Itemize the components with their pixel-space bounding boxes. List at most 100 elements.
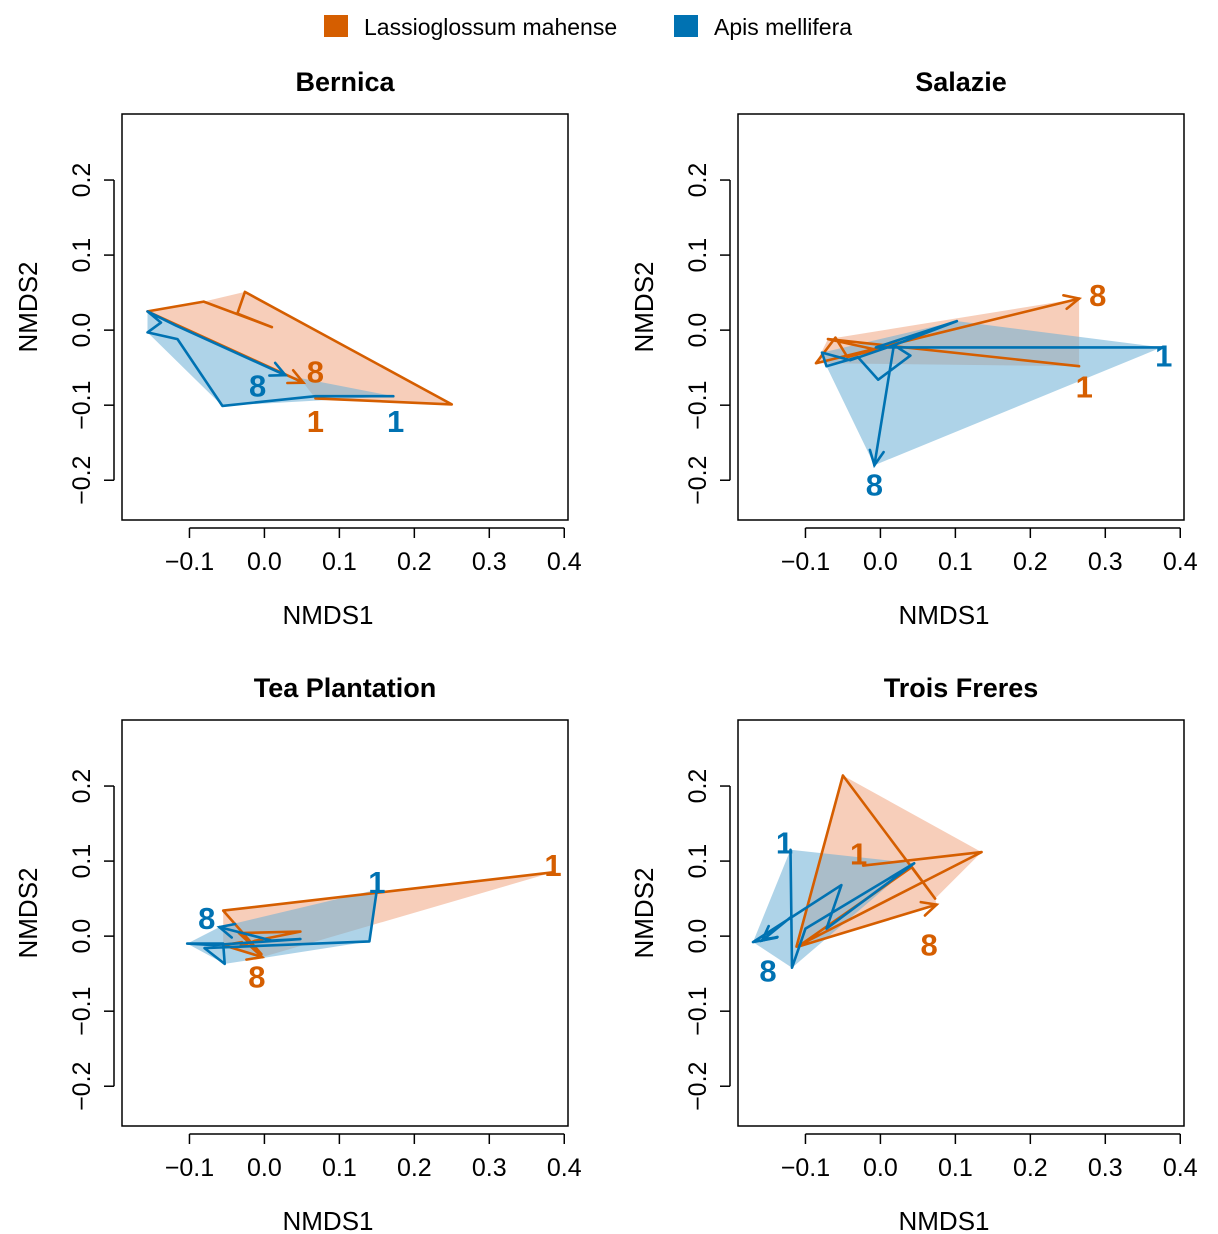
start-label-lassioglossum-trois-freres: 1 xyxy=(850,837,867,872)
y-tick-label: −0.1 xyxy=(68,986,96,1035)
plot-frame-salazie xyxy=(737,113,1185,521)
trajectory-lassioglossum-trois-freres xyxy=(795,774,983,948)
trajectory-lassioglossum-salazie xyxy=(814,297,1081,368)
x-tick-label: 0.1 xyxy=(938,1154,973,1182)
legend: Lassioglossum mahense Apis mellifera xyxy=(324,14,852,40)
x-tick-label: 0.1 xyxy=(322,1154,357,1182)
end-label-apis-bernica: 8 xyxy=(249,369,266,404)
x-tick-label: 0.4 xyxy=(547,548,582,576)
x-axis-label-tea-plantation: NMDS1 xyxy=(282,1206,373,1234)
y-tick-label: 0.1 xyxy=(684,844,712,879)
panel-tea-plantation: Tea Plantation 1 8 1 8 −0.1 0.0 0.1 0.2 0.3 0.4 NMD… xyxy=(13,673,582,1234)
legend-label-apis: Apis mellifera xyxy=(714,14,852,40)
end-label-lassioglossum-salazie: 8 xyxy=(1089,278,1106,313)
y-tick-label: −0.1 xyxy=(684,380,712,429)
x-tick-label: −0.1 xyxy=(781,1154,830,1182)
plot-frame-tea-plantation xyxy=(121,719,569,1127)
y-axis-label-tea-plantation: NMDS2 xyxy=(13,867,43,958)
y-tick-label: −0.2 xyxy=(684,456,712,505)
y-axis-label-bernica: NMDS2 xyxy=(13,261,43,352)
x-axis-salazie: −0.1 0.0 0.1 0.2 0.3 0.4 NMDS1 xyxy=(781,527,1198,630)
x-tick-label: 0.3 xyxy=(1088,1154,1123,1182)
x-tick-label: 0.0 xyxy=(863,1154,898,1182)
x-tick-label: −0.1 xyxy=(781,548,830,576)
y-tick-label: −0.1 xyxy=(68,380,96,429)
y-tick-label: −0.2 xyxy=(68,456,96,505)
y-tick-label: 0.1 xyxy=(68,238,96,273)
arrowhead-apis-trois-freres xyxy=(759,924,779,943)
start-label-apis-salazie: 1 xyxy=(1155,339,1172,374)
x-tick-label: 0.0 xyxy=(247,548,282,576)
end-label-apis-salazie: 8 xyxy=(866,468,883,503)
panel-salazie: Salazie 1 8 1 8 −0.1 0.0 0.1 0.2 0.3 0.4 NMDS1 −0.2 −… xyxy=(629,67,1198,630)
y-tick-label: 0.0 xyxy=(68,313,96,348)
start-label-lassioglossum-tea-plantation: 1 xyxy=(544,848,561,883)
start-label-apis-tea-plantation: 1 xyxy=(368,865,385,900)
x-tick-label: 0.4 xyxy=(1163,548,1198,576)
arrowhead-lassioglossum-trois-freres xyxy=(919,900,940,917)
x-axis-bernica: −0.1 0.0 0.1 0.2 0.3 0.4 NMDS1 xyxy=(165,527,582,630)
x-tick-label: 0.0 xyxy=(863,548,898,576)
panel-title-trois-freres: Trois Freres xyxy=(884,673,1039,703)
end-label-lassioglossum-bernica: 8 xyxy=(307,354,324,389)
y-axis-label-salazie: NMDS2 xyxy=(629,261,659,352)
arrowhead-apis-tea-plantation xyxy=(216,922,237,939)
x-tick-label: 0.2 xyxy=(1013,548,1048,576)
panel-title-tea-plantation: Tea Plantation xyxy=(254,673,437,703)
y-axis-trois-freres: −0.2 −0.1 0.0 0.1 0.2 NMDS2 xyxy=(629,769,731,1111)
plot-frame-bernica xyxy=(121,113,569,521)
y-tick-label: 0.0 xyxy=(684,919,712,954)
trajectory-apis-trois-freres xyxy=(751,848,916,970)
x-tick-label: 0.1 xyxy=(322,548,357,576)
start-label-lassioglossum-salazie: 1 xyxy=(1076,369,1093,404)
y-tick-label: 0.2 xyxy=(68,769,96,804)
trajectory-apis-bernica xyxy=(146,310,395,408)
end-label-lassioglossum-tea-plantation: 8 xyxy=(248,960,265,995)
legend-swatch-lassioglossum xyxy=(324,15,348,37)
y-tick-label: −0.2 xyxy=(684,1062,712,1111)
trajectory-apis-salazie xyxy=(820,319,1163,467)
arrowhead-apis-salazie xyxy=(868,448,885,469)
start-label-apis-bernica: 1 xyxy=(387,404,404,439)
y-axis-tea-plantation: −0.2 −0.1 0.0 0.1 0.2 NMDS2 xyxy=(13,769,115,1111)
trajectory-lassioglossum-bernica xyxy=(146,290,454,406)
x-tick-label: 0.4 xyxy=(547,1154,582,1182)
legend-label-lassioglossum: Lassioglossum mahense xyxy=(364,14,617,40)
y-tick-label: 0.0 xyxy=(684,313,712,348)
hull-apis-bernica xyxy=(147,311,394,406)
y-tick-label: 0.0 xyxy=(68,919,96,954)
x-axis-tea-plantation: −0.1 0.0 0.1 0.2 0.3 0.4 NMDS1 xyxy=(165,1133,582,1234)
x-tick-label: −0.1 xyxy=(165,548,214,576)
y-axis-bernica: −0.2 −0.1 0.0 0.1 0.2 NMDS2 xyxy=(13,163,115,505)
y-axis-label-trois-freres: NMDS2 xyxy=(629,867,659,958)
end-label-apis-trois-freres: 8 xyxy=(759,954,776,989)
y-tick-label: −0.2 xyxy=(68,1062,96,1111)
plot-frame-trois-freres xyxy=(737,719,1185,1127)
x-tick-label: 0.2 xyxy=(397,1154,432,1182)
x-tick-label: 0.3 xyxy=(472,1154,507,1182)
y-tick-label: 0.2 xyxy=(68,163,96,198)
x-axis-label-trois-freres: NMDS1 xyxy=(898,1206,989,1234)
hull-lassioglossum-bernica xyxy=(147,291,452,405)
start-label-apis-trois-freres: 1 xyxy=(776,825,793,860)
arrowhead-lassioglossum-bernica xyxy=(286,369,307,385)
arrowhead-lassioglossum-tea-plantation xyxy=(245,945,266,961)
trajectory-apis-tea-plantation xyxy=(185,888,379,966)
y-tick-label: 0.1 xyxy=(68,844,96,879)
y-tick-label: 0.1 xyxy=(684,238,712,273)
x-axis-label-salazie: NMDS1 xyxy=(898,600,989,630)
panel-title-bernica: Bernica xyxy=(295,67,395,97)
arrowhead-apis-bernica xyxy=(268,361,289,377)
panel-title-salazie: Salazie xyxy=(915,67,1007,97)
start-label-lassioglossum-bernica: 1 xyxy=(307,404,324,439)
panel-trois-freres: Trois Freres 1 8 1 8 −0.1 0.0 0.1 0.2 0.3 0.4 NMDS1… xyxy=(629,673,1198,1234)
end-label-lassioglossum-trois-freres: 8 xyxy=(921,927,938,962)
x-tick-label: 0.3 xyxy=(1088,548,1123,576)
x-tick-label: −0.1 xyxy=(165,1154,214,1182)
hull-apis-tea-plantation xyxy=(187,889,377,964)
x-axis-trois-freres: −0.1 0.0 0.1 0.2 0.3 0.4 NMDS1 xyxy=(781,1133,1198,1234)
x-tick-label: 0.0 xyxy=(247,1154,282,1182)
end-label-apis-tea-plantation: 8 xyxy=(198,901,215,936)
